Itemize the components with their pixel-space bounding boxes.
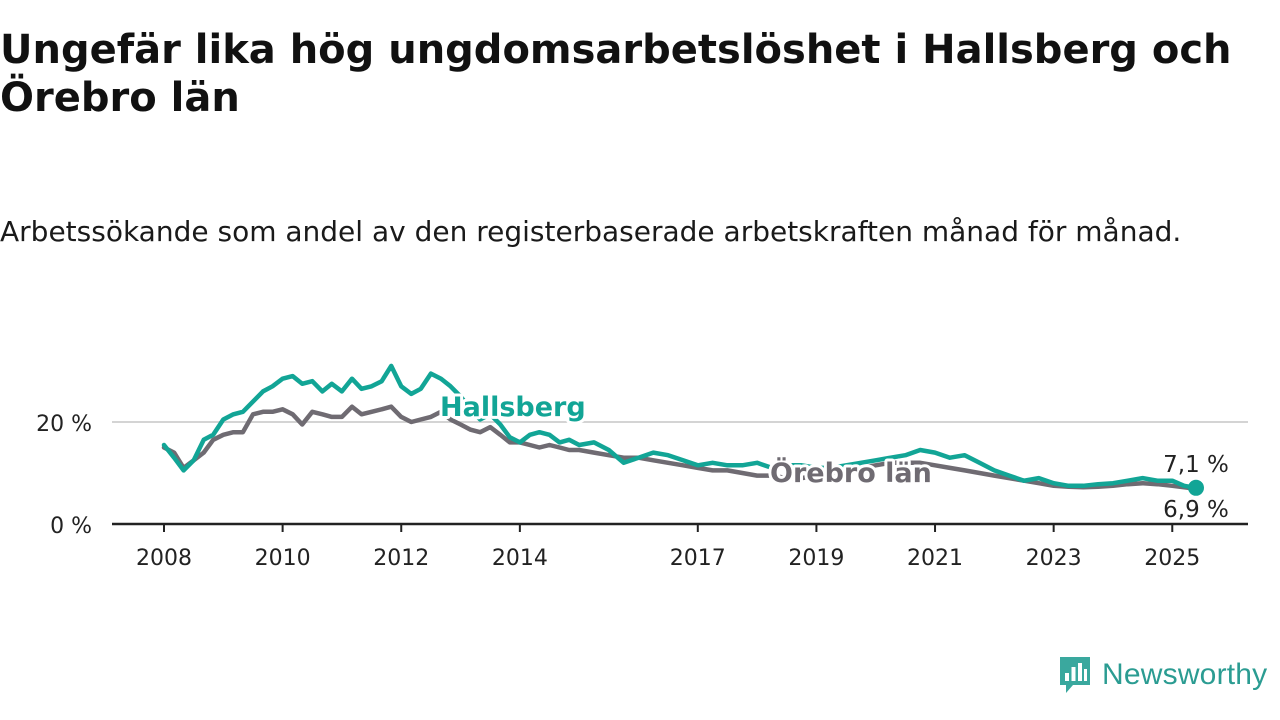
x-tick-label: 2017 [670,546,726,571]
series-label-hallsberg: Hallsberg [440,392,586,423]
series-label-orebro: Örebro län [770,456,932,489]
x-tick-label: 2021 [907,546,963,571]
end-value-label-hallsberg: 7,1 % [1163,452,1229,478]
series-end-point-hallsberg [1188,479,1204,496]
x-tick-label: 2019 [788,546,844,571]
x-tick-label: 2008 [136,546,192,571]
y-tick-label: 0 % [50,514,92,539]
x-tick-label: 2014 [492,546,548,571]
brand-name: Newsworthy [1102,658,1268,691]
chart-subtitle: Arbetssökande som andel av den registerb… [0,215,1182,248]
x-tick-label: 2012 [373,546,429,571]
brand-logo: Newsworthy [1058,654,1267,696]
x-tick-label: 2010 [255,546,311,571]
end-value-label-orebro: 6,9 % [1163,497,1229,523]
chart-title: Ungefär lika hög ungdomsarbetslöshet i H… [0,27,1232,121]
x-tick-label: 2025 [1144,546,1200,571]
x-tick-label: 2023 [1026,546,1082,571]
line-chart: 0 % 20 % 2008 2010 2012 2014 2017 2019 2021 2023 2… [36,363,1248,571]
newsworthy-logo-icon [1060,657,1090,693]
series-line-hallsberg [161,363,1199,491]
y-tick-label: 20 % [36,412,92,437]
series-line-orebro [161,404,1199,492]
